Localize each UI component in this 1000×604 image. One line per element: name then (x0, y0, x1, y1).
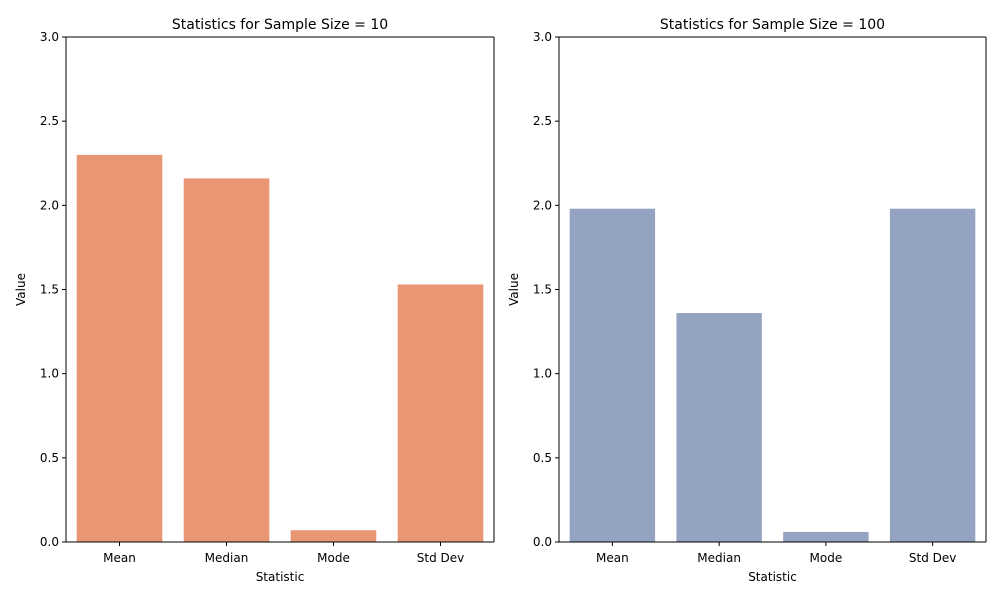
chart-title: Statistics for Sample Size = 10 (172, 17, 388, 33)
y-tick-label: 3.0 (533, 30, 552, 44)
y-tick-label: 2.5 (533, 114, 552, 128)
x-tick-label: Mode (317, 551, 350, 565)
bar-mode (290, 530, 377, 542)
y-tick-label: 1.0 (533, 367, 552, 381)
chart-panel-2: 0.0 0.5 1.0 1.5 2.0 2.5 3.0 Mean Median Mode Std D… (507, 17, 987, 584)
x-axis-label: Statistic (748, 570, 797, 584)
x-tick-label: Mean (596, 551, 629, 565)
x-tick-label: Std Dev (417, 551, 464, 565)
y-tick-label: 0.0 (40, 535, 59, 549)
bar-mean (76, 154, 163, 542)
y-tick-label: 2.5 (40, 114, 59, 128)
y-tick-label: 0.5 (40, 451, 59, 465)
chart-panel-1: 0.0 0.5 1.0 1.5 2.0 2.5 3.0 Mean Median Mode Std D… (14, 17, 495, 584)
x-tick-label: Mode (810, 551, 843, 565)
bar-std-dev (889, 208, 976, 542)
y-tick-label: 2.0 (533, 198, 552, 212)
bar-mode (783, 531, 869, 542)
y-tick-label: 1.0 (40, 367, 59, 381)
chart-title: Statistics for Sample Size = 100 (660, 17, 885, 33)
y-tick-label: 2.0 (40, 198, 59, 212)
bar-median (676, 313, 762, 542)
y-axis-label: Value (507, 273, 521, 306)
bar-mean (569, 208, 656, 542)
y-tick-label: 0.0 (533, 535, 552, 549)
bar-median (183, 178, 270, 542)
y-tick-label: 1.5 (40, 283, 59, 297)
x-tick-label: Mean (103, 551, 136, 565)
y-tick-label: 3.0 (40, 30, 59, 44)
x-tick-label: Median (697, 551, 741, 565)
y-tick-label: 0.5 (533, 451, 552, 465)
x-tick-label: Median (205, 551, 249, 565)
y-tick-label: 1.5 (533, 283, 552, 297)
y-axis-label: Value (14, 273, 28, 306)
x-tick-label: Std Dev (909, 551, 956, 565)
bar-std-dev (397, 284, 484, 542)
x-axis-label: Statistic (256, 570, 305, 584)
